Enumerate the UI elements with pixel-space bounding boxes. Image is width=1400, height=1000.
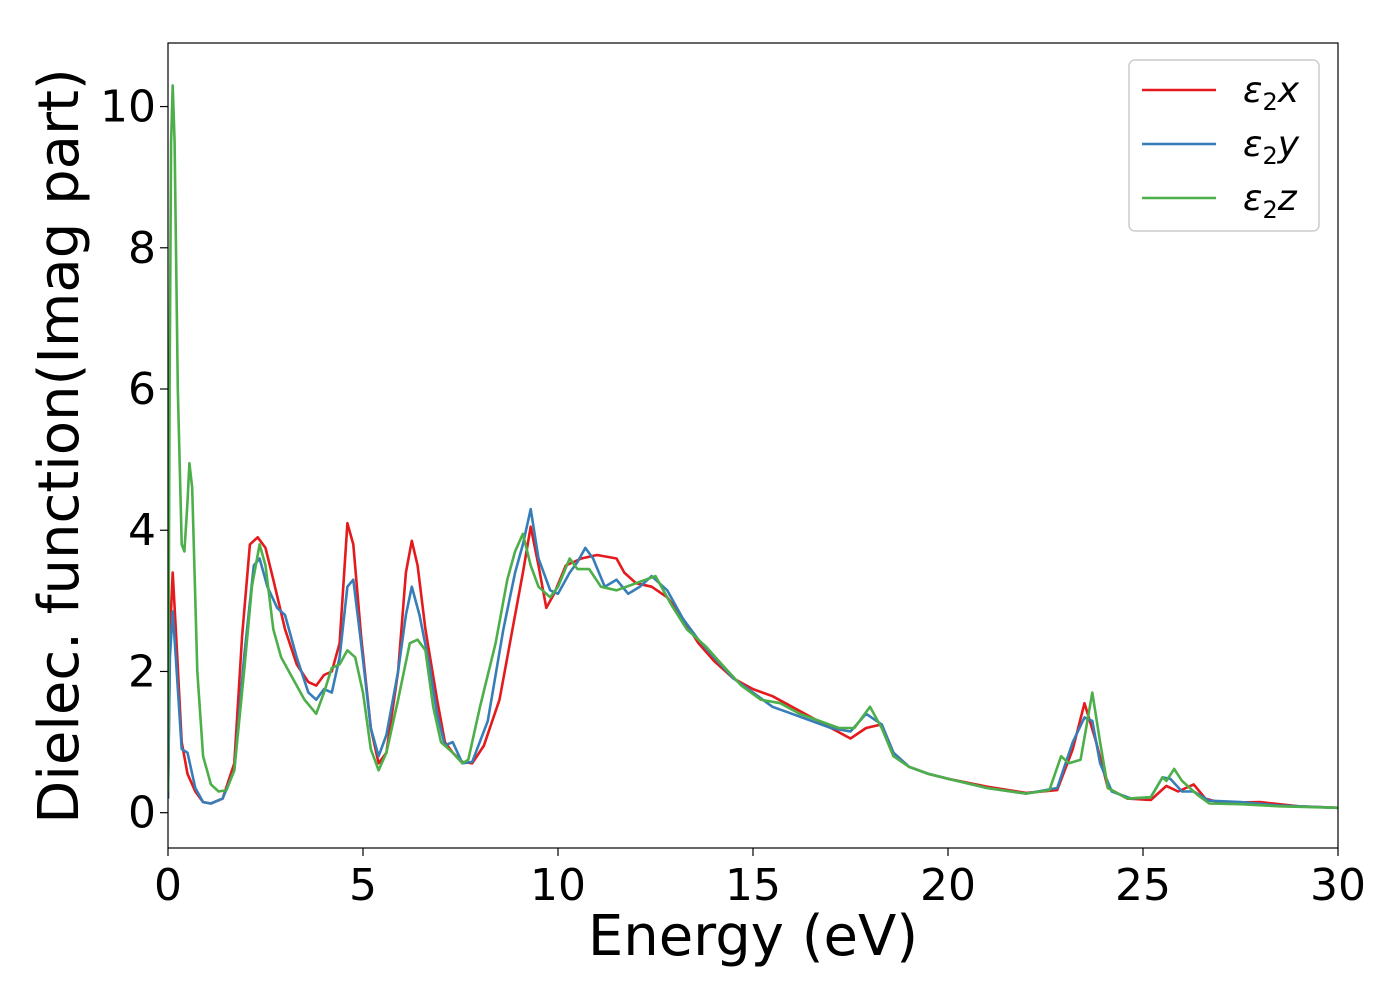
series-line-z — [168, 84, 1338, 810]
legend: ε2x ε2y ε2z — [1128, 59, 1320, 232]
series-line-y — [168, 507, 1338, 810]
y-tick-label-2: 4 — [128, 505, 156, 556]
y-axis-label: Dielec. function(Imag part) — [27, 68, 92, 824]
y-tick-label-3: 6 — [128, 364, 156, 415]
series-layer — [168, 84, 1338, 810]
x-tick-label-4: 20 — [920, 860, 976, 911]
x-tick-label-6: 30 — [1310, 860, 1366, 911]
legend-box — [1128, 59, 1320, 232]
x-axis-label: Energy (eV) — [588, 904, 918, 969]
y-tick-label-1: 2 — [128, 646, 156, 697]
x-tick-label-0: 0 — [154, 860, 182, 911]
y-axis: 0 2 4 6 8 10 — [100, 82, 168, 839]
legend-label-x: ε2x — [1243, 70, 1300, 116]
legend-label-y: ε2y — [1243, 124, 1300, 170]
x-axis: 0 5 10 15 20 25 30 — [154, 848, 1366, 911]
x-tick-label-2: 10 — [530, 860, 586, 911]
y-tick-label-5: 10 — [100, 82, 156, 133]
y-tick-label-0: 0 — [128, 788, 156, 839]
x-tick-label-3: 15 — [725, 860, 781, 911]
x-tick-label-5: 25 — [1115, 860, 1171, 911]
y-tick-label-4: 8 — [128, 223, 156, 274]
x-tick-label-1: 5 — [349, 860, 377, 911]
legend-label-z: ε2z — [1243, 178, 1298, 224]
